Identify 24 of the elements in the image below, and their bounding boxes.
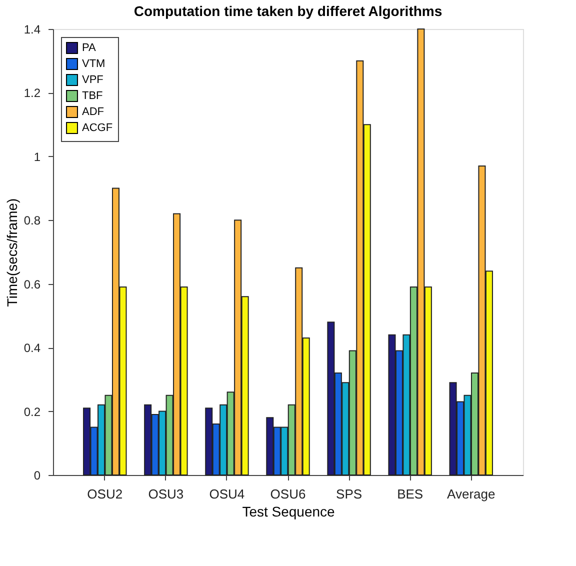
x-tick-label: OSU3 [148, 486, 184, 502]
legend-label: ACGF [82, 122, 113, 134]
x-tick-label: BES [397, 486, 424, 502]
legend-label: PA [82, 42, 97, 54]
y-tick-label: 0.6 [24, 277, 41, 292]
legend-label: TBF [82, 90, 104, 102]
y-axis-title: Time(secs/frame) [4, 198, 20, 307]
legend-label: VTM [82, 58, 106, 70]
chart-title: Computation time taken by differet Algorithms [134, 3, 442, 19]
x-axis-title: Test Sequence [242, 504, 336, 520]
x-tick-label: OSU4 [209, 486, 245, 502]
x-tick-label: OSU2 [87, 486, 123, 502]
y-tick-label: 0.4 [24, 341, 41, 356]
y-tick-label: 1.4 [24, 22, 41, 36]
x-tick-label: Average [447, 486, 496, 502]
x-tick-label: SPS [336, 486, 362, 502]
y-tick-label: 1 [34, 150, 41, 164]
legend-label: VPF [82, 74, 104, 86]
y-tick-label: 0 [34, 468, 41, 482]
y-tick-label: 1.2 [24, 86, 41, 100]
y-tick-label: 0.2 [24, 404, 41, 419]
x-tick-label: OSU6 [270, 486, 306, 502]
y-tick-label: 0.8 [24, 214, 41, 228]
legend-label: ADF [82, 106, 104, 118]
